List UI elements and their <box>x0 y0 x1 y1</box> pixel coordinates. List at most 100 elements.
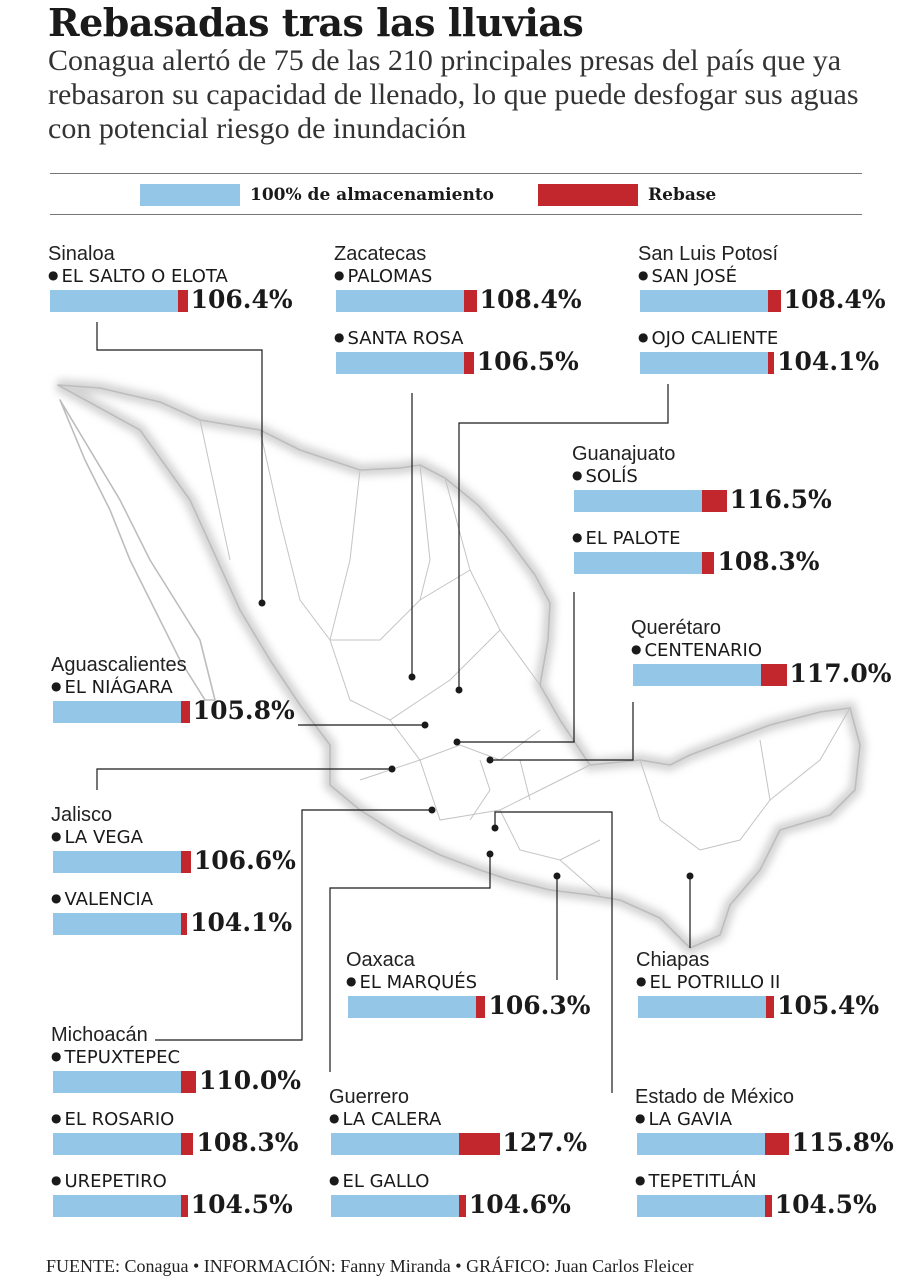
group-aguascalientes: AguascalientesEL NIÁGARA 105.8% <box>51 653 295 739</box>
bar <box>574 552 715 574</box>
bar <box>53 701 190 723</box>
source-credits: FUENTE: Conagua • INFORMACIÓN: Fanny Mir… <box>46 1256 694 1276</box>
dam-location-dot <box>686 872 694 880</box>
chart-subtitle: Conagua alertó de 75 de las 210 principa… <box>48 44 859 145</box>
bar <box>53 1195 188 1217</box>
dam-name-label: EL PALOTE <box>572 528 680 551</box>
bar <box>638 996 775 1018</box>
bar <box>53 1071 196 1093</box>
bar-over-segment <box>761 664 787 686</box>
bar <box>348 996 486 1018</box>
dam-name-label: LA VEGA <box>51 827 142 850</box>
bar-full-segment <box>53 701 181 723</box>
dam-el-palote: EL PALOTE 108.3% <box>572 528 819 590</box>
dam-name-label: UREPETIRO <box>51 1171 166 1194</box>
dam-name-label: SANTA ROSA <box>334 328 463 351</box>
value-label: 127.% <box>502 1128 588 1157</box>
dam-name-label: SOLÍS <box>572 466 637 489</box>
bar-full-segment <box>637 1195 765 1217</box>
bar <box>640 352 775 374</box>
value-label: 106.6% <box>193 846 296 875</box>
dam-name-label: OJO CALIENTE <box>638 328 778 351</box>
state-label: Aguascalientes <box>51 654 187 676</box>
bar-over-segment <box>476 996 486 1018</box>
value-label: 106.5% <box>476 347 579 376</box>
bar-over-segment <box>181 1071 196 1093</box>
bar <box>336 352 474 374</box>
bar-full-segment <box>633 664 761 686</box>
bar-full-segment <box>331 1133 459 1155</box>
bar <box>637 1133 789 1155</box>
state-label: Michoacán <box>51 1024 148 1046</box>
value-label: 117.0% <box>789 659 892 688</box>
bar-over-segment <box>768 352 775 374</box>
bar-full-segment <box>53 851 181 873</box>
bar <box>331 1133 500 1155</box>
value-label: 105.4% <box>777 991 880 1020</box>
value-label: 104.1% <box>777 347 880 376</box>
state-label: Guerrero <box>329 1086 410 1108</box>
dam-location-dot <box>258 599 266 607</box>
state-label: Querétaro <box>631 617 722 639</box>
bar-over-segment <box>464 290 477 312</box>
leader-line <box>96 768 392 790</box>
bar <box>53 1133 194 1155</box>
state-label: Oaxaca <box>346 949 415 971</box>
bar <box>640 290 781 312</box>
dam-el-rosario: EL ROSARIO 108.3% <box>51 1109 298 1171</box>
dam-name-label: EL ROSARIO <box>51 1109 174 1132</box>
group-guerrero: GuerreroLA CALERA 127.% EL GALLO 104.6% <box>329 1085 587 1233</box>
bar-full-segment <box>53 913 181 935</box>
value-label: 106.4% <box>190 285 293 314</box>
dam-name-label: LA GAVIA <box>635 1109 732 1132</box>
value-label: 104.1% <box>190 908 293 937</box>
bar-full-segment <box>574 490 702 512</box>
bar-over-segment <box>181 851 191 873</box>
value-label: 116.5% <box>729 485 832 514</box>
bar-full-segment <box>640 352 768 374</box>
group-guanajuato: GuanajuatoSOLÍS 116.5% EL PALOTE 108.3% <box>572 442 832 590</box>
dam-location-dot <box>388 765 396 773</box>
bar <box>53 913 188 935</box>
dam-name-label: VALENCIA <box>51 889 153 912</box>
dam-location-dot <box>455 686 463 694</box>
leader-line <box>96 322 263 603</box>
dam-name-label: EL GALLO <box>329 1171 429 1194</box>
leader-line <box>490 702 634 761</box>
value-label: 104.6% <box>468 1190 571 1219</box>
bar-full-segment <box>50 290 178 312</box>
dam-tepetitlan: TEPETITLÁN 104.5% <box>635 1171 877 1233</box>
dam-palomas: PALOMAS 108.4% <box>334 266 582 328</box>
legend-swatch-full <box>140 184 240 206</box>
state-label: San Luis Potosí <box>638 243 779 265</box>
dam-el-marques: EL MARQUÉS 106.3% <box>346 972 590 1034</box>
state-label: Chiapas <box>636 949 710 971</box>
bar-over-segment <box>459 1133 500 1155</box>
bar-full-segment <box>53 1133 181 1155</box>
group-jalisco: JaliscoLA VEGA 106.6% VALENCIA 104.1% <box>51 803 296 951</box>
dam-location-dot <box>486 850 494 858</box>
dam-name-label: EL MARQUÉS <box>346 972 477 995</box>
dam-name-label: SAN JOSÉ <box>638 266 737 289</box>
state-label: Zacatecas <box>334 243 427 265</box>
bar <box>633 664 787 686</box>
value-label: 115.8% <box>791 1128 894 1157</box>
bar-over-segment <box>181 1133 194 1155</box>
value-label: 105.8% <box>192 696 295 725</box>
map-outline <box>57 384 861 949</box>
dam-location-dot <box>453 738 461 746</box>
bar <box>331 1195 466 1217</box>
group-estado-de-mexico: Estado de MéxicoLA GAVIA 115.8% TEPETITLÁN… <box>635 1085 894 1233</box>
value-label: 104.5% <box>190 1190 293 1219</box>
bar-over-segment <box>178 290 188 312</box>
dam-location-dot <box>421 721 429 729</box>
leader-line <box>494 811 613 1093</box>
dam-name-label: TEPUXTEPEC <box>51 1047 180 1070</box>
value-label: 104.5% <box>774 1190 877 1219</box>
bar-over-segment <box>765 1133 789 1155</box>
bar-full-segment <box>637 1133 765 1155</box>
